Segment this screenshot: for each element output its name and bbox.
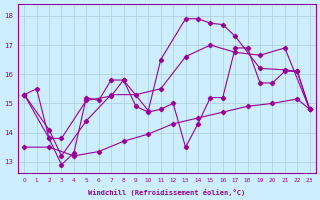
X-axis label: Windchill (Refroidissement éolien,°C): Windchill (Refroidissement éolien,°C): [88, 189, 245, 196]
